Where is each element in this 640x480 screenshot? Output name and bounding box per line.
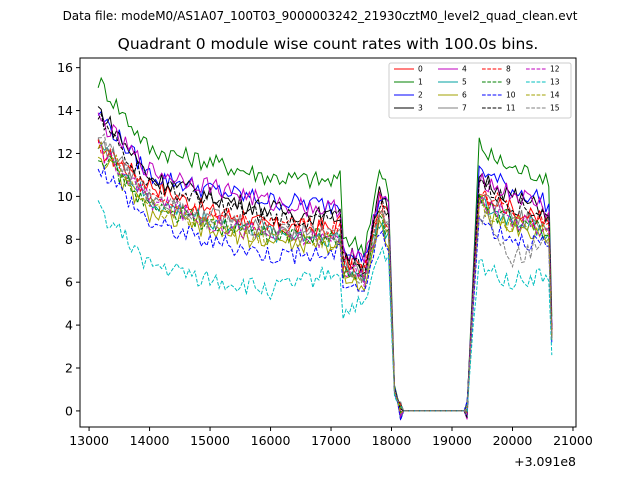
x-tick-label: 19000: [432, 433, 472, 448]
legend-label-8: 8: [506, 65, 511, 74]
series-line-10: [97, 165, 553, 421]
legend-label-1: 1: [418, 78, 423, 87]
x-tick-label: 21000: [553, 433, 593, 448]
y-tick-label: 10: [57, 189, 73, 204]
legend-label-13: 13: [550, 78, 560, 87]
legend-label-7: 7: [462, 104, 467, 113]
x-tick-label: 14000: [130, 433, 170, 448]
x-tick-label: 17000: [311, 433, 351, 448]
x-axis-offset-label: +3.091e8: [514, 454, 576, 469]
x-tick-label: 16000: [251, 433, 291, 448]
legend-label-14: 14: [550, 91, 560, 100]
y-tick-label: 12: [57, 146, 73, 161]
legend-frame: [388, 62, 572, 119]
series-line-11: [97, 112, 553, 418]
legend-label-5: 5: [462, 78, 467, 87]
series-line-14: [97, 140, 553, 414]
legend-label-2: 2: [418, 91, 423, 100]
series-line-12: [98, 142, 553, 419]
legend-label-4: 4: [462, 65, 467, 74]
series-line-8: [97, 139, 553, 412]
legend-label-12: 12: [550, 65, 560, 74]
series-line-15: [98, 132, 553, 412]
plot-area: 13000 14000 15000 16000 17000 18000 19000 20000…: [57, 57, 593, 448]
x-tick-label: 18000: [372, 433, 412, 448]
legend-label-11: 11: [506, 104, 516, 113]
legend-label-6: 6: [462, 91, 467, 100]
legend-label-10: 10: [506, 91, 516, 100]
series-line-1: [97, 76, 553, 412]
y-tick-label: 0: [65, 403, 73, 418]
x-tick-label: 20000: [493, 433, 533, 448]
data-file-caption: Data file: modeM0/AS1A07_100T03_90000032…: [63, 9, 578, 23]
legend-label-0: 0: [418, 65, 423, 74]
axes-frame: [79, 57, 577, 428]
legend-label-3: 3: [418, 104, 423, 113]
series-lines: [97, 76, 553, 421]
y-tick-label: 2: [65, 361, 73, 376]
legend-label-15: 15: [550, 104, 560, 113]
y-tick-label: 6: [65, 275, 73, 290]
y-tick-label: 8: [65, 232, 73, 247]
chart-title: Quadrant 0 module wise count rates with …: [118, 35, 539, 53]
y-tick-label: 16: [57, 60, 73, 75]
y-tick-label: 14: [57, 103, 73, 118]
x-tick-label: 13000: [69, 433, 109, 448]
legend-label-9: 9: [506, 78, 511, 87]
series-line-13: [97, 200, 553, 413]
y-tick-label: 4: [65, 318, 73, 333]
x-tick-label: 15000: [190, 433, 230, 448]
